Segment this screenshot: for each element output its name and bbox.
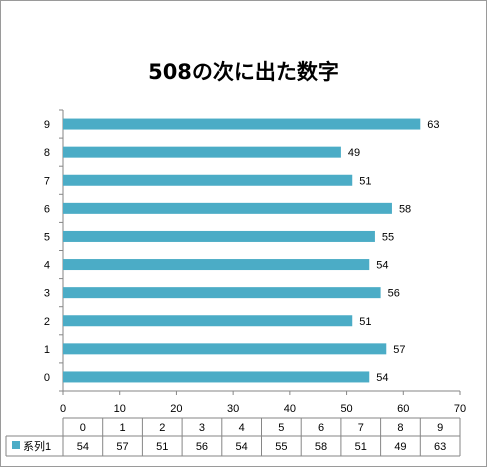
bar	[63, 118, 421, 130]
data-label: 63	[427, 119, 439, 131]
data-table-header: 5	[278, 422, 284, 434]
data-label: 56	[388, 288, 400, 300]
y-tick-label: 0	[44, 372, 50, 384]
data-table-header: 2	[159, 422, 165, 434]
bar	[63, 146, 341, 158]
data-table-value: 58	[315, 441, 327, 453]
legend-key	[12, 441, 20, 449]
data-table-header: 9	[437, 422, 443, 434]
data-table-header: 8	[397, 422, 403, 434]
data-table-header: 6	[318, 422, 324, 434]
x-tick-label: 60	[397, 403, 409, 415]
y-tick-label: 3	[44, 288, 50, 300]
y-tick-label: 2	[44, 316, 50, 328]
y-tick-label: 8	[44, 147, 50, 159]
y-tick-label: 9	[44, 119, 50, 131]
data-table-value: 54	[77, 441, 89, 453]
data-label: 51	[359, 316, 371, 328]
data-table-value: 63	[434, 441, 446, 453]
data-table-value: 57	[116, 441, 128, 453]
data-table-value: 55	[275, 441, 287, 453]
y-tick-label: 1	[44, 344, 50, 356]
data-table-value: 49	[394, 441, 406, 453]
data-table-value: 56	[196, 441, 208, 453]
x-tick-label: 20	[170, 403, 182, 415]
bar	[63, 202, 392, 214]
data-table-header: 4	[239, 422, 245, 434]
bar	[63, 174, 353, 186]
chart-title: 508の次に出た数字	[148, 60, 339, 84]
x-tick-label: 0	[60, 403, 66, 415]
data-label: 55	[382, 231, 394, 243]
data-table-header: 3	[199, 422, 205, 434]
x-tick-label: 50	[340, 403, 352, 415]
y-tick-label: 4	[44, 260, 50, 272]
bar	[63, 343, 387, 355]
x-tick-label: 40	[284, 403, 296, 415]
bar	[63, 259, 370, 271]
data-table-header: 7	[358, 422, 364, 434]
bar	[63, 315, 353, 327]
x-tick-label: 70	[454, 403, 466, 415]
legend-label: 系列1	[23, 439, 51, 453]
bar	[63, 287, 381, 299]
data-table-value: 51	[355, 441, 367, 453]
data-label: 49	[348, 147, 360, 159]
data-table-header: 0	[80, 422, 86, 434]
y-tick-label: 6	[44, 203, 50, 215]
data-table-value: 51	[156, 441, 168, 453]
x-tick-label: 30	[227, 403, 239, 415]
data-label: 51	[359, 175, 371, 187]
data-label: 54	[376, 260, 388, 272]
y-tick-label: 7	[44, 175, 50, 187]
data-label: 54	[376, 372, 388, 384]
bar	[63, 371, 370, 383]
data-table-value: 54	[236, 441, 248, 453]
data-label: 58	[399, 203, 411, 215]
y-tick-label: 5	[44, 231, 50, 243]
x-tick-label: 10	[114, 403, 126, 415]
bar	[63, 230, 375, 242]
data-table-header: 1	[119, 422, 125, 434]
data-label: 57	[393, 344, 405, 356]
